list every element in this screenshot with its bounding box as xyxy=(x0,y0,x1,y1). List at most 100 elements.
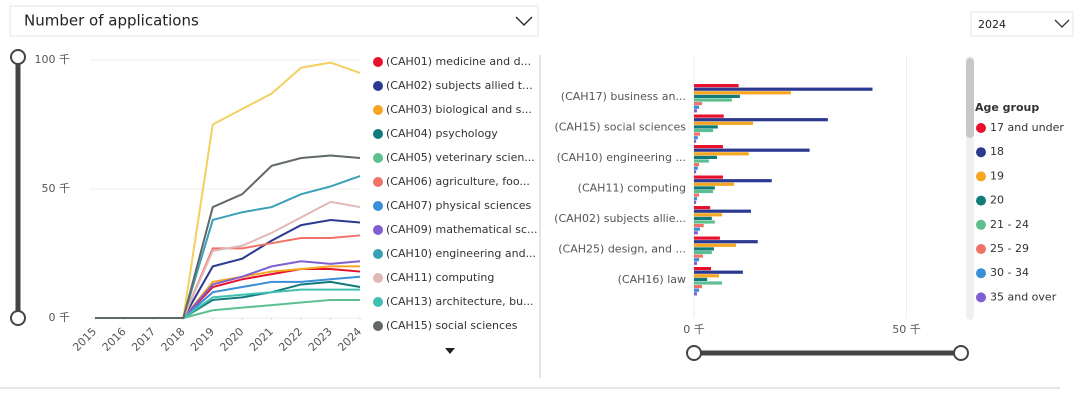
bar xyxy=(694,179,772,183)
x-tick-label: 2024 xyxy=(335,325,364,354)
bar xyxy=(694,121,754,125)
x-tick-label: 2019 xyxy=(188,325,217,354)
measure-dropdown[interactable] xyxy=(9,5,539,37)
x-tick-label: 2016 xyxy=(100,325,129,354)
bar xyxy=(694,163,700,167)
bar xyxy=(694,91,791,95)
legend-label: (CAH10) engineering and... xyxy=(386,247,536,260)
x-tick-label: 2018 xyxy=(159,325,188,354)
y-tick-label: (CAH10) engineering ... xyxy=(557,151,686,164)
legend-label: (CAH02) subjects allied t... xyxy=(386,79,533,92)
legend-label: (CAH15) social sciences xyxy=(386,319,518,332)
y-tick-label: (CAH15) social sciences xyxy=(554,121,686,134)
bar xyxy=(694,98,732,102)
legend-marker xyxy=(976,244,986,254)
bar xyxy=(694,216,712,220)
dropdown-chevron xyxy=(515,16,533,27)
bar xyxy=(694,170,697,174)
legend-scroll-arrow[interactable] xyxy=(445,348,455,354)
bar xyxy=(694,152,749,156)
bar xyxy=(694,227,700,231)
bar xyxy=(694,148,810,152)
legend-label: 35 and over xyxy=(990,290,1057,303)
bar xyxy=(694,175,723,179)
bar xyxy=(694,231,698,235)
legend-marker xyxy=(373,249,383,259)
slider-handle[interactable] xyxy=(10,310,26,326)
bar xyxy=(694,200,697,204)
y-tick-label: (CAH11) computing xyxy=(578,182,686,195)
legend-label: 20 xyxy=(990,194,1004,207)
year-label: 2024 xyxy=(978,18,1006,31)
bar xyxy=(694,94,740,98)
legend-label: (CAH11) computing xyxy=(386,271,494,284)
bar xyxy=(694,193,700,197)
series-line xyxy=(95,288,360,319)
x-tick-label: 2022 xyxy=(276,325,305,354)
bar xyxy=(694,139,697,143)
bar xyxy=(694,197,697,201)
legend-label: 21 - 24 xyxy=(990,218,1029,231)
legend-label: 25 - 29 xyxy=(990,242,1029,255)
bar xyxy=(694,128,714,133)
bar xyxy=(694,270,743,274)
legend-marker xyxy=(373,225,383,235)
series-line xyxy=(95,267,361,319)
legend-marker xyxy=(373,81,383,91)
bar xyxy=(694,292,697,296)
legend-marker xyxy=(373,321,383,331)
legend-label: 30 - 34 xyxy=(990,266,1029,279)
dropdown-chevron xyxy=(1054,19,1070,28)
x-tick-label: 2021 xyxy=(247,325,276,354)
legend-label: (CAH03) biological and s... xyxy=(386,103,532,116)
series-line xyxy=(95,154,361,319)
bar xyxy=(694,189,714,194)
bar xyxy=(694,132,700,136)
bar xyxy=(694,209,751,213)
slider-handle[interactable] xyxy=(953,345,969,361)
bar xyxy=(694,159,709,163)
bar xyxy=(694,261,697,265)
y-tick-label: (CAH16) law xyxy=(618,273,686,286)
x-tick-label: 50 千 xyxy=(892,323,921,336)
bar xyxy=(694,206,711,210)
bar xyxy=(694,87,873,91)
bar xyxy=(694,240,758,244)
slider-handle[interactable] xyxy=(686,345,702,361)
bar xyxy=(694,247,714,251)
bar xyxy=(694,125,718,129)
bar xyxy=(694,155,717,159)
slider-handle[interactable] xyxy=(10,49,26,65)
bar xyxy=(694,243,737,247)
bar xyxy=(694,274,720,278)
bar xyxy=(694,281,723,285)
legend-label: (CAH09) mathematical sc... xyxy=(386,223,538,236)
series-line xyxy=(95,298,360,319)
x-tick-label: 2020 xyxy=(217,325,246,354)
bar xyxy=(694,267,711,271)
y-tick-label: 0 千 xyxy=(49,311,71,324)
y-tick-label: (CAH02) subjects allie... xyxy=(554,212,686,225)
legend-label: (CAH07) physical sciences xyxy=(386,199,532,212)
legend-marker xyxy=(373,105,383,115)
bar xyxy=(694,114,724,118)
year-dropdown[interactable] xyxy=(970,11,1074,37)
bar xyxy=(694,166,698,170)
x-tick-label: 2017 xyxy=(129,325,158,354)
scrollbar-thumb[interactable] xyxy=(966,58,974,138)
legend-marker xyxy=(373,201,383,211)
y-tick-label: 100 千 xyxy=(35,53,71,66)
legend-label: 18 xyxy=(990,145,1004,158)
legend-marker xyxy=(976,123,986,133)
y-tick-label: (CAH25) design, and ... xyxy=(558,243,686,256)
legend-label: (CAH01) medicine and d... xyxy=(386,55,531,68)
bar xyxy=(694,102,703,106)
legend-label: (CAH13) architecture, bu... xyxy=(386,295,534,308)
legend-label: 19 xyxy=(990,169,1004,182)
bar xyxy=(694,105,700,109)
series-line xyxy=(95,265,360,319)
legend-marker xyxy=(976,171,986,182)
bar xyxy=(694,118,828,122)
bar xyxy=(694,220,715,224)
